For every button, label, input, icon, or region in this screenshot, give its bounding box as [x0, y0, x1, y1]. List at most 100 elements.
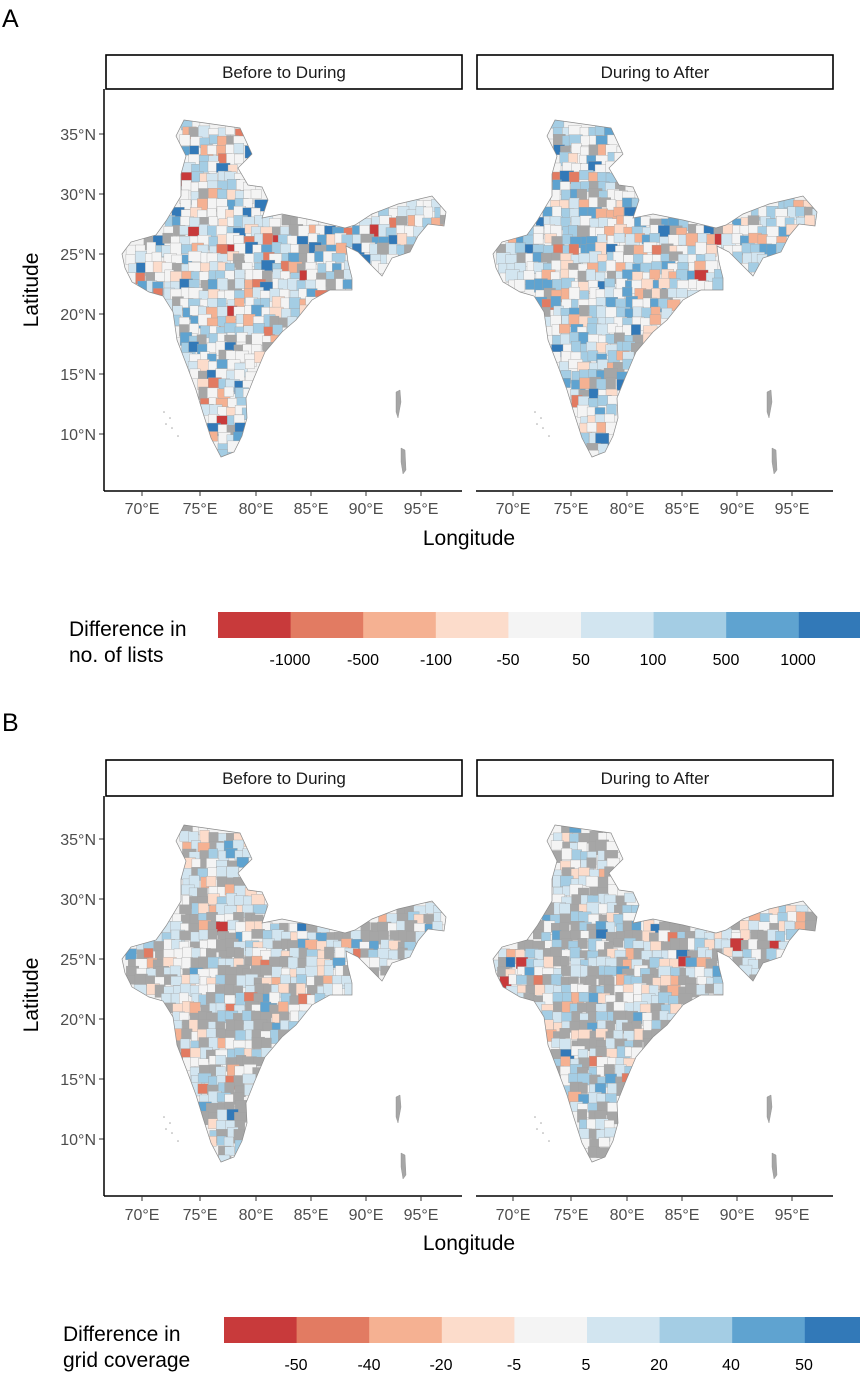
y-tick-label: 10°N	[60, 427, 96, 444]
legend-grid-coverage: Difference in grid coverage -50 -40 -20 …	[63, 1317, 860, 1374]
y-axis-title: Latitude	[20, 253, 43, 328]
y-tick-label: 35°N	[60, 127, 96, 144]
legend-swatch	[508, 612, 582, 638]
legend-swatch	[732, 1317, 806, 1343]
legend-swatch	[290, 612, 364, 638]
legend-no-of-lists: Difference in no. of lists -1000 -500 -1…	[69, 612, 860, 669]
x-tick-label: 80°E	[239, 501, 274, 518]
y-tick-label: 30°N	[60, 187, 96, 204]
x-tick-label: 70°E	[496, 501, 531, 518]
y-tick-label: 15°N	[60, 1072, 96, 1089]
x-tick-label: 85°E	[294, 1207, 329, 1224]
y-tick-label: 25°N	[60, 247, 96, 264]
x-tick-label: 75°E	[183, 501, 218, 518]
legend-tick-label: 40	[722, 1357, 740, 1374]
x-tick-label: 95°E	[404, 1207, 439, 1224]
legend-color-bar	[224, 1317, 860, 1343]
legend-tick-label: -50	[496, 652, 519, 669]
legend-tick-label: -5	[507, 1357, 521, 1374]
x-axis-title: Longitude	[423, 1232, 515, 1255]
legend-swatch	[726, 612, 800, 638]
map-b-before-during	[122, 822, 454, 1179]
legend-title-line2: no. of lists	[69, 644, 164, 667]
x-axis-ticks-right: 70°E 75°E 80°E 85°E 90°E 95°E	[496, 491, 809, 518]
panel-b: B Before to During During to After Latit…	[2, 709, 860, 1374]
x-tick-label: 85°E	[294, 501, 329, 518]
legend-tick-label: -20	[429, 1357, 452, 1374]
panel-b-label: B	[2, 709, 19, 737]
legend-swatch	[224, 1317, 298, 1343]
facet-title-during-after: During to After	[601, 769, 710, 788]
legend-swatch	[218, 612, 292, 638]
legend-tick-label: -100	[420, 652, 452, 669]
facet-strip-before-during	[105, 54, 463, 90]
x-tick-label: 80°E	[610, 1207, 645, 1224]
y-tick-label: 30°N	[60, 892, 96, 909]
legend-swatch	[653, 612, 727, 638]
legend-swatch	[659, 1317, 733, 1343]
x-tick-label: 90°E	[720, 1207, 755, 1224]
x-tick-label: 75°E	[554, 501, 589, 518]
x-tick-label: 70°E	[125, 501, 160, 518]
y-tick-label: 20°N	[60, 1012, 96, 1029]
legend-tick-label: 50	[795, 1357, 813, 1374]
x-axis-ticks-left: 70°E 75°E 80°E 85°E 90°E 95°E	[125, 1196, 439, 1224]
legend-swatch	[296, 1317, 370, 1343]
x-tick-label: 90°E	[349, 501, 384, 518]
facet-title-before-during: Before to During	[222, 63, 346, 82]
x-tick-label: 90°E	[720, 501, 755, 518]
legend-swatch	[363, 612, 437, 638]
legend-swatch	[804, 1317, 860, 1343]
map-a-during-after	[493, 116, 826, 474]
x-tick-label: 85°E	[665, 501, 700, 518]
legend-swatch	[441, 1317, 515, 1343]
y-tick-label: 20°N	[60, 307, 96, 324]
map-a-before-during	[122, 119, 454, 474]
legend-title-line1: Difference in	[69, 618, 187, 641]
legend-tick-label: 5	[582, 1357, 591, 1374]
panel-a: A Before to During During to After Latit…	[2, 5, 860, 669]
legend-swatch	[587, 1317, 661, 1343]
x-tick-label: 95°E	[775, 1207, 810, 1224]
legend-tick-label: 50	[572, 652, 590, 669]
facet-strip-before-during	[105, 759, 463, 797]
y-axis-ticks: 35°N 30°N 25°N 20°N 15°N 10°N	[60, 127, 104, 444]
legend-swatch	[581, 612, 655, 638]
axis-lines	[103, 89, 833, 492]
x-tick-label: 75°E	[183, 1207, 218, 1224]
legend-tick-label: 500	[713, 652, 740, 669]
legend-tick-label: 20	[650, 1357, 668, 1374]
x-tick-label: 90°E	[349, 1207, 384, 1224]
legend-tick-label: 100	[640, 652, 667, 669]
x-tick-label: 70°E	[125, 1207, 160, 1224]
x-axis-title: Longitude	[423, 527, 515, 550]
legend-tick-label: 1000	[780, 652, 816, 669]
x-tick-label: 80°E	[239, 1207, 274, 1224]
legend-title-line2: grid coverage	[63, 1349, 190, 1372]
facet-title-during-after: During to After	[601, 63, 710, 82]
legend-swatch	[369, 1317, 443, 1343]
legend-tick-label: -50	[284, 1357, 307, 1374]
map-b-during-after	[491, 823, 819, 1179]
legend-title-line1: Difference in	[63, 1323, 181, 1346]
legend-swatch	[798, 612, 860, 638]
y-tick-label: 15°N	[60, 367, 96, 384]
x-tick-label: 95°E	[404, 501, 439, 518]
legend-color-bar	[218, 612, 860, 638]
legend-swatch	[514, 1317, 588, 1343]
x-axis-ticks-right: 70°E 75°E 80°E 85°E 90°E 95°E	[496, 1196, 810, 1224]
legend-tick-label: -1000	[270, 652, 311, 669]
x-tick-label: 80°E	[610, 501, 645, 518]
legend-tick-label: -40	[357, 1357, 380, 1374]
y-tick-label: 35°N	[60, 832, 96, 849]
x-tick-label: 75°E	[554, 1207, 589, 1224]
x-tick-label: 85°E	[665, 1207, 700, 1224]
facet-strip-during-after	[476, 759, 834, 797]
panel-a-label: A	[2, 5, 19, 33]
y-axis-ticks: 35°N 30°N 25°N 20°N 15°N 10°N	[60, 832, 104, 1149]
facet-strip-during-after	[476, 54, 834, 90]
legend-tick-label: -500	[347, 652, 379, 669]
x-axis-ticks-left: 70°E 75°E 80°E 85°E 90°E 95°E	[125, 491, 439, 518]
y-axis-title: Latitude	[20, 958, 43, 1033]
